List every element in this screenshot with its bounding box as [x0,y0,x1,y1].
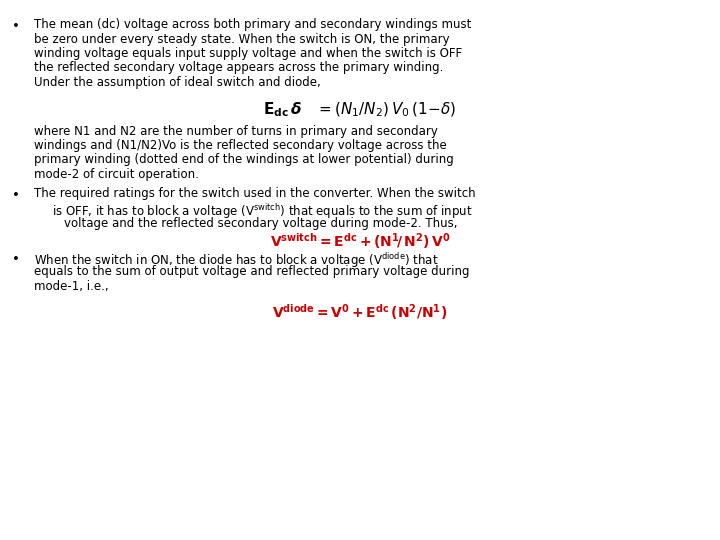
Text: The required ratings for the switch used in the converter. When the switch: The required ratings for the switch used… [34,187,476,200]
Text: the reflected secondary voltage appears across the primary winding.: the reflected secondary voltage appears … [34,62,444,75]
Text: primary winding (dotted end of the windings at lower potential) during: primary winding (dotted end of the windi… [34,153,454,166]
Text: •: • [12,190,20,202]
Text: is OFF, it has to block a voltage (V$^{\mathsf{switch}}$) that equals to the sum: is OFF, it has to block a voltage (V$^{\… [52,202,472,221]
Text: equals to the sum of output voltage and reflected primary voltage during: equals to the sum of output voltage and … [34,266,469,279]
Text: Under the assumption of ideal switch and diode,: Under the assumption of ideal switch and… [34,76,320,89]
Text: where N1 and N2 are the number of turns in primary and secondary: where N1 and N2 are the number of turns … [34,125,438,138]
Text: •: • [12,253,20,266]
Text: $\mathbf{E_{dc}}\,\boldsymbol{\delta}$   $= (N_1 / N_2)\, V_0\,(1\!-\!\delta)$: $\mathbf{E_{dc}}\,\boldsymbol{\delta}$ $… [264,100,456,119]
Text: windings and (N1/N2)Vo is the reflected secondary voltage across the: windings and (N1/N2)Vo is the reflected … [34,139,446,152]
Text: mode-1, i.e.,: mode-1, i.e., [34,280,109,293]
Text: The mean (dc) voltage across both primary and secondary windings must: The mean (dc) voltage across both primar… [34,18,472,31]
Text: be zero under every steady state. When the switch is ON, the primary: be zero under every steady state. When t… [34,32,449,45]
Text: •: • [12,20,20,33]
Text: voltage and the reflected secondary voltage during mode-2. Thus,: voltage and the reflected secondary volt… [64,217,457,230]
Text: $\mathbf{V^{diode} = V^0 + E^{dc}\,(N^2 / N^1)}$: $\mathbf{V^{diode} = V^0 + E^{dc}\,(N^2 … [272,302,448,322]
Text: mode-2 of circuit operation.: mode-2 of circuit operation. [34,168,199,181]
Text: winding voltage equals input supply voltage and when the switch is OFF: winding voltage equals input supply volt… [34,47,462,60]
Text: $\mathbf{V^{switch} = E^{dc} + (N^1\!/\, N^2)\, V^0}$: $\mathbf{V^{switch} = E^{dc} + (N^1\!/\,… [270,231,450,251]
Text: When the switch in ON, the diode has to block a voltage (V$^{\mathsf{diode}}$) t: When the switch in ON, the diode has to … [34,251,438,270]
